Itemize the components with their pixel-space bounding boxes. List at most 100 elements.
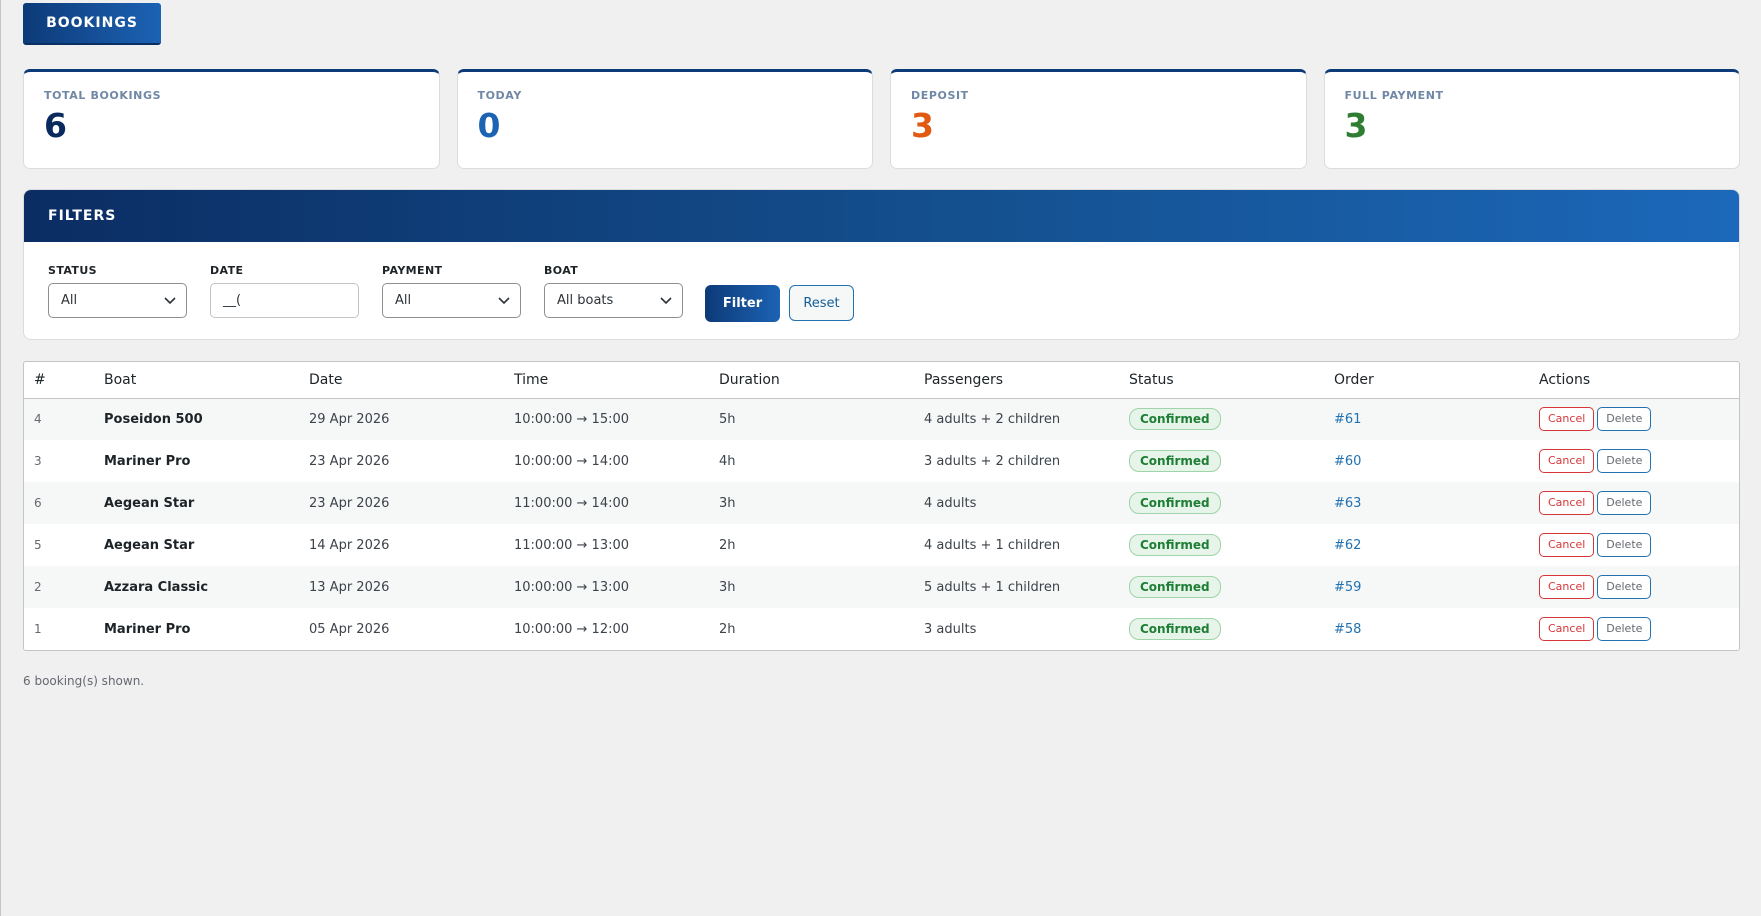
row-actions: Cancel Delete <box>1539 566 1739 608</box>
order-link[interactable]: #60 <box>1334 453 1362 469</box>
table-row: 6 Aegean Star 23 Apr 2026 11:00:00 → 14:… <box>24 482 1739 524</box>
row-actions: Cancel Delete <box>1539 398 1739 440</box>
row-date: 23 Apr 2026 <box>309 453 390 469</box>
status-badge: Confirmed <box>1129 576 1221 598</box>
row-boat: Mariner Pro <box>104 621 191 637</box>
date-input-value: __( <box>223 293 242 308</box>
date-filter-group: DATE __( <box>210 264 359 318</box>
status-badge: Confirmed <box>1129 408 1221 431</box>
status-select-value: All <box>61 293 78 308</box>
delete-button[interactable]: Delete <box>1597 491 1652 515</box>
table-header-row: # Boat Date Time Duration Passengers Sta… <box>24 362 1739 399</box>
stat-label: TODAY <box>477 89 522 102</box>
stat-card-total: TOTAL BOOKINGS 6 <box>23 69 440 169</box>
payment-select-value: All <box>395 293 412 308</box>
date-input[interactable]: __( <box>210 283 359 318</box>
cancel-button[interactable]: Cancel <box>1539 617 1595 641</box>
stat-label: DEPOSIT <box>911 89 969 102</box>
row-order-cell: #58 <box>1334 608 1539 650</box>
payment-filter-label: PAYMENT <box>382 264 443 277</box>
stat-value: 3 <box>1344 106 1368 145</box>
row-duration: 4h <box>719 453 736 469</box>
date-filter-label: DATE <box>210 264 244 277</box>
row-boat: Aegean Star <box>104 537 195 553</box>
cancel-button[interactable]: Cancel <box>1539 407 1595 432</box>
order-link[interactable]: #58 <box>1334 621 1362 637</box>
row-order-cell: #63 <box>1334 482 1539 524</box>
stat-value: 3 <box>911 106 934 145</box>
row-order-cell: #59 <box>1334 566 1539 608</box>
column-header-passengers: Passengers <box>924 362 1129 399</box>
row-time: 10:00:00 → 13:00 <box>514 579 630 595</box>
row-duration: 3h <box>719 495 736 511</box>
window-edge <box>0 0 1 916</box>
status-filter-group: STATUS All <box>48 264 187 318</box>
row-passengers: 4 adults <box>924 495 977 511</box>
status-filter-label: STATUS <box>48 264 97 277</box>
chevron-down-icon <box>660 297 672 305</box>
column-header-order: Order <box>1334 362 1539 399</box>
stat-value: 0 <box>477 106 501 145</box>
table-row: 1 Mariner Pro 05 Apr 2026 10:00:00 → 12:… <box>24 608 1739 650</box>
stat-value: 6 <box>44 106 67 145</box>
boat-filter-group: BOAT All boats <box>544 264 683 318</box>
filter-button[interactable]: Filter <box>705 285 780 322</box>
delete-button[interactable]: Delete <box>1597 575 1652 599</box>
chevron-down-icon <box>498 297 510 305</box>
row-date: 23 Apr 2026 <box>309 495 390 511</box>
boat-filter-label: BOAT <box>544 264 579 277</box>
row-passengers: 3 adults + 2 children <box>924 453 1061 469</box>
boat-select[interactable]: All boats <box>544 283 683 318</box>
row-passengers: 3 adults <box>924 621 977 637</box>
reset-button[interactable]: Reset <box>789 285 854 321</box>
table-row: 5 Aegean Star 14 Apr 2026 11:00:00 → 13:… <box>24 524 1739 566</box>
delete-button[interactable]: Delete <box>1597 407 1652 432</box>
row-duration: 3h <box>719 579 736 595</box>
row-boat: Poseidon 500 <box>104 411 203 427</box>
row-boat: Azzara Classic <box>104 579 209 595</box>
chevron-down-icon <box>164 297 176 305</box>
row-boat: Mariner Pro <box>104 453 191 469</box>
row-passengers: 4 adults + 2 children <box>924 411 1061 427</box>
row-id: 2 <box>34 580 42 594</box>
row-order-cell: #60 <box>1334 440 1539 482</box>
row-status-cell: Confirmed <box>1129 440 1334 482</box>
stat-card-full-payment: FULL PAYMENT 3 <box>1323 69 1740 169</box>
row-id: 1 <box>34 622 42 636</box>
row-order-cell: #61 <box>1334 398 1539 440</box>
cancel-button[interactable]: Cancel <box>1539 575 1595 599</box>
row-actions: Cancel Delete <box>1539 524 1739 566</box>
filters-body: STATUS All DATE __( PAYMENT All BOAT All… <box>24 242 1739 339</box>
cancel-button[interactable]: Cancel <box>1539 533 1595 557</box>
status-badge: Confirmed <box>1129 450 1221 472</box>
column-header-actions: Actions <box>1539 362 1739 399</box>
row-time: 10:00:00 → 14:00 <box>514 453 630 469</box>
payment-select[interactable]: All <box>382 283 521 318</box>
column-header-boat: Boat <box>104 362 309 399</box>
order-link[interactable]: #59 <box>1334 579 1362 595</box>
row-status-cell: Confirmed <box>1129 398 1334 440</box>
column-header-date: Date <box>309 362 514 399</box>
order-link[interactable]: #62 <box>1334 537 1362 553</box>
row-actions: Cancel Delete <box>1539 440 1739 482</box>
status-badge: Confirmed <box>1129 492 1221 514</box>
boat-select-value: All boats <box>557 293 614 308</box>
column-header-id: # <box>24 362 104 399</box>
delete-button[interactable]: Delete <box>1597 617 1652 641</box>
row-status-cell: Confirmed <box>1129 566 1334 608</box>
stat-label: FULL PAYMENT <box>1344 89 1444 102</box>
order-link[interactable]: #61 <box>1334 411 1362 427</box>
row-actions: Cancel Delete <box>1539 482 1739 524</box>
bookings-tab[interactable]: BOOKINGS <box>23 3 161 45</box>
cancel-button[interactable]: Cancel <box>1539 491 1595 515</box>
column-header-time: Time <box>514 362 719 399</box>
delete-button[interactable]: Delete <box>1597 533 1652 557</box>
status-select[interactable]: All <box>48 283 187 318</box>
row-id: 6 <box>34 496 42 510</box>
cancel-button[interactable]: Cancel <box>1539 449 1595 473</box>
order-link[interactable]: #63 <box>1334 495 1362 511</box>
row-status-cell: Confirmed <box>1129 482 1334 524</box>
row-id: 3 <box>34 454 42 468</box>
status-badge: Confirmed <box>1129 534 1221 556</box>
delete-button[interactable]: Delete <box>1597 449 1652 473</box>
